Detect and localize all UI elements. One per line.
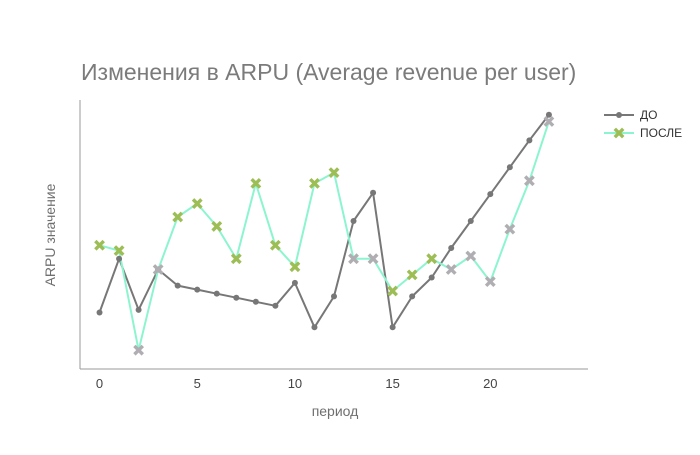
legend-label: ДО: [640, 108, 657, 122]
x-tick-label: 5: [194, 376, 201, 391]
series-1-point: [250, 177, 262, 189]
series-0-point: [448, 244, 455, 251]
series-0-point: [350, 218, 357, 225]
series-0-point: [96, 309, 103, 316]
series-0-point: [194, 286, 201, 293]
series-1-point: [113, 245, 125, 257]
series-0-point: [116, 255, 123, 262]
series-1-point: [445, 264, 457, 275]
series-0-point: [370, 189, 377, 196]
y-axis-label: ARPU значение: [42, 183, 58, 286]
legend-item: ПОСЛЕ: [604, 126, 682, 140]
series-0-point: [545, 111, 552, 118]
series-0-point: [252, 298, 259, 305]
legend-marker: [613, 127, 625, 139]
x-axis-label: период: [312, 403, 359, 419]
legend-item: ДО: [604, 108, 657, 122]
series-1-point: [269, 239, 281, 251]
series-0-point: [526, 137, 533, 144]
series-1-point: [328, 167, 340, 179]
series-1-point: [133, 344, 145, 356]
series-0-point: [487, 191, 494, 198]
series-1-point: [484, 276, 496, 287]
series-1-point: [406, 269, 418, 281]
series-0-point: [389, 324, 396, 331]
series-0-point: [506, 164, 513, 171]
series-1-point: [152, 264, 164, 275]
series-0-point: [291, 279, 298, 286]
series-1-point: [94, 239, 105, 251]
x-tick-label: 20: [483, 376, 497, 391]
series-1-point: [523, 175, 535, 187]
series-0-point: [428, 274, 435, 281]
legend: ДО ПОСЛЕ: [604, 108, 682, 140]
series-0-point: [467, 218, 474, 225]
series-1-point: [543, 116, 555, 127]
series-1-point: [211, 221, 223, 232]
series-0-point: [233, 294, 240, 301]
x-tick-label: 0: [96, 376, 103, 391]
series-1-point: [348, 253, 359, 265]
legend-marker: [616, 112, 622, 118]
series-1-point: [309, 177, 320, 189]
series-1-point: [191, 198, 203, 209]
legend-label: ПОСЛЕ: [640, 126, 682, 140]
series-1-point: [230, 253, 242, 265]
series-1-point: [172, 211, 184, 223]
x-tick-labels: 0 5 10 15 20: [96, 376, 498, 391]
series-0-point: [409, 293, 416, 300]
series-0-point: [311, 324, 318, 331]
x-tick-label: 15: [385, 376, 399, 391]
series-markers: [94, 111, 555, 356]
series-1-point: [465, 250, 477, 262]
series-1-point: [387, 285, 399, 297]
series-0-point: [331, 293, 337, 300]
series-1-point: [426, 253, 438, 265]
series-0-point: [272, 302, 279, 309]
chart-title: Изменения в ARPU (Average revenue per us…: [81, 59, 576, 85]
series-1-point: [289, 261, 301, 273]
series-line-1: [99, 121, 550, 352]
series-0-point: [213, 290, 220, 297]
x-tick-label: 10: [288, 376, 302, 391]
series-lines: [98, 114, 550, 352]
series-0-point: [174, 282, 181, 289]
series-1-point: [504, 223, 516, 235]
series-line-0: [98, 114, 550, 329]
series-1-point: [367, 253, 379, 265]
series-0-point: [135, 306, 142, 313]
